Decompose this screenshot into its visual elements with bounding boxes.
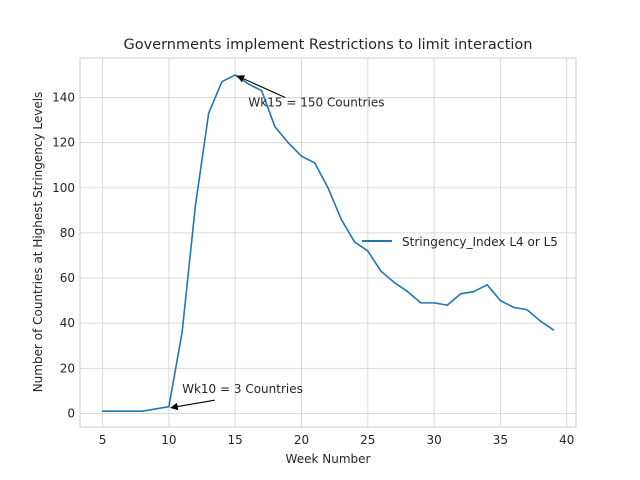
chart-title: Governments implement Restrictions to li… — [123, 37, 532, 53]
data-point — [327, 186, 329, 189]
data-point — [260, 89, 263, 92]
data-point — [499, 299, 502, 302]
data-point — [340, 218, 343, 221]
data-point — [221, 80, 223, 83]
data-point — [366, 250, 369, 252]
y-tick-labels: 0 20 40 60 80 100 120 140 — [52, 90, 75, 420]
plot-frame — [79, 57, 577, 428]
y-tick-label: 20 — [60, 361, 75, 375]
x-tick-labels: 5 10 15 20 25 30 35 40 — [99, 433, 575, 447]
y-tick-label: 120 — [52, 136, 75, 150]
x-grid — [102, 58, 568, 427]
x-tick-label: 25 — [360, 433, 375, 447]
data-point — [420, 302, 422, 304]
data-point — [194, 205, 197, 207]
plot-background — [80, 58, 576, 427]
x-tick-label: 35 — [493, 433, 508, 447]
y-axis-label: Number of Countries at Highest Stringenc… — [31, 92, 45, 393]
annotation-text: Wk10 = 3 Countries — [182, 382, 303, 396]
data-point — [101, 410, 104, 413]
data-point — [207, 112, 210, 115]
data-point — [353, 241, 356, 243]
data-point — [274, 126, 276, 128]
data-point — [459, 293, 462, 295]
data-point — [141, 410, 144, 413]
data-point — [313, 162, 316, 164]
data-point — [181, 331, 183, 334]
series-layer — [101, 74, 555, 413]
annotation-text: Wk15 = 150 Countries — [248, 96, 384, 110]
data-point — [406, 290, 409, 293]
data-point — [128, 410, 130, 413]
data-point — [380, 270, 382, 273]
legend-label: Stringency_Index L4 or L5 — [402, 235, 558, 249]
data-point — [115, 410, 117, 413]
data-point — [512, 306, 515, 309]
data-point — [446, 304, 449, 306]
annotation-arrow — [236, 75, 286, 99]
legend: Stringency_Index L4 or L5 — [362, 235, 558, 249]
y-tick-label: 80 — [60, 226, 75, 240]
x-tick-label: 5 — [99, 433, 107, 447]
x-tick-label: 30 — [426, 433, 441, 447]
x-tick-label: 40 — [559, 433, 574, 447]
data-point — [486, 284, 488, 286]
x-axis-label: Week Number — [286, 452, 371, 466]
data-point — [300, 155, 303, 157]
data-point — [433, 302, 435, 304]
data-point — [247, 83, 250, 85]
data-point — [287, 141, 290, 144]
y-tick-label: 140 — [52, 90, 75, 104]
y-tick-label: 40 — [60, 316, 75, 330]
data-point — [154, 408, 157, 410]
data-point — [526, 308, 528, 311]
annotations: Wk15 = 150 Countries Wk10 = 3 Countries — [170, 75, 384, 411]
x-tick-label: 15 — [228, 433, 243, 447]
y-tick-label: 100 — [52, 181, 75, 195]
annotation-arrow — [170, 399, 215, 411]
x-tick-label: 10 — [161, 433, 176, 447]
data-point — [234, 74, 236, 76]
data-point — [539, 320, 541, 322]
data-point — [552, 329, 555, 331]
x-tick-label: 20 — [294, 433, 309, 447]
y-tick-label: 0 — [67, 406, 75, 420]
data-point — [393, 281, 396, 284]
y-tick-label: 60 — [60, 271, 75, 285]
data-point — [168, 405, 170, 408]
data-point — [473, 290, 475, 293]
